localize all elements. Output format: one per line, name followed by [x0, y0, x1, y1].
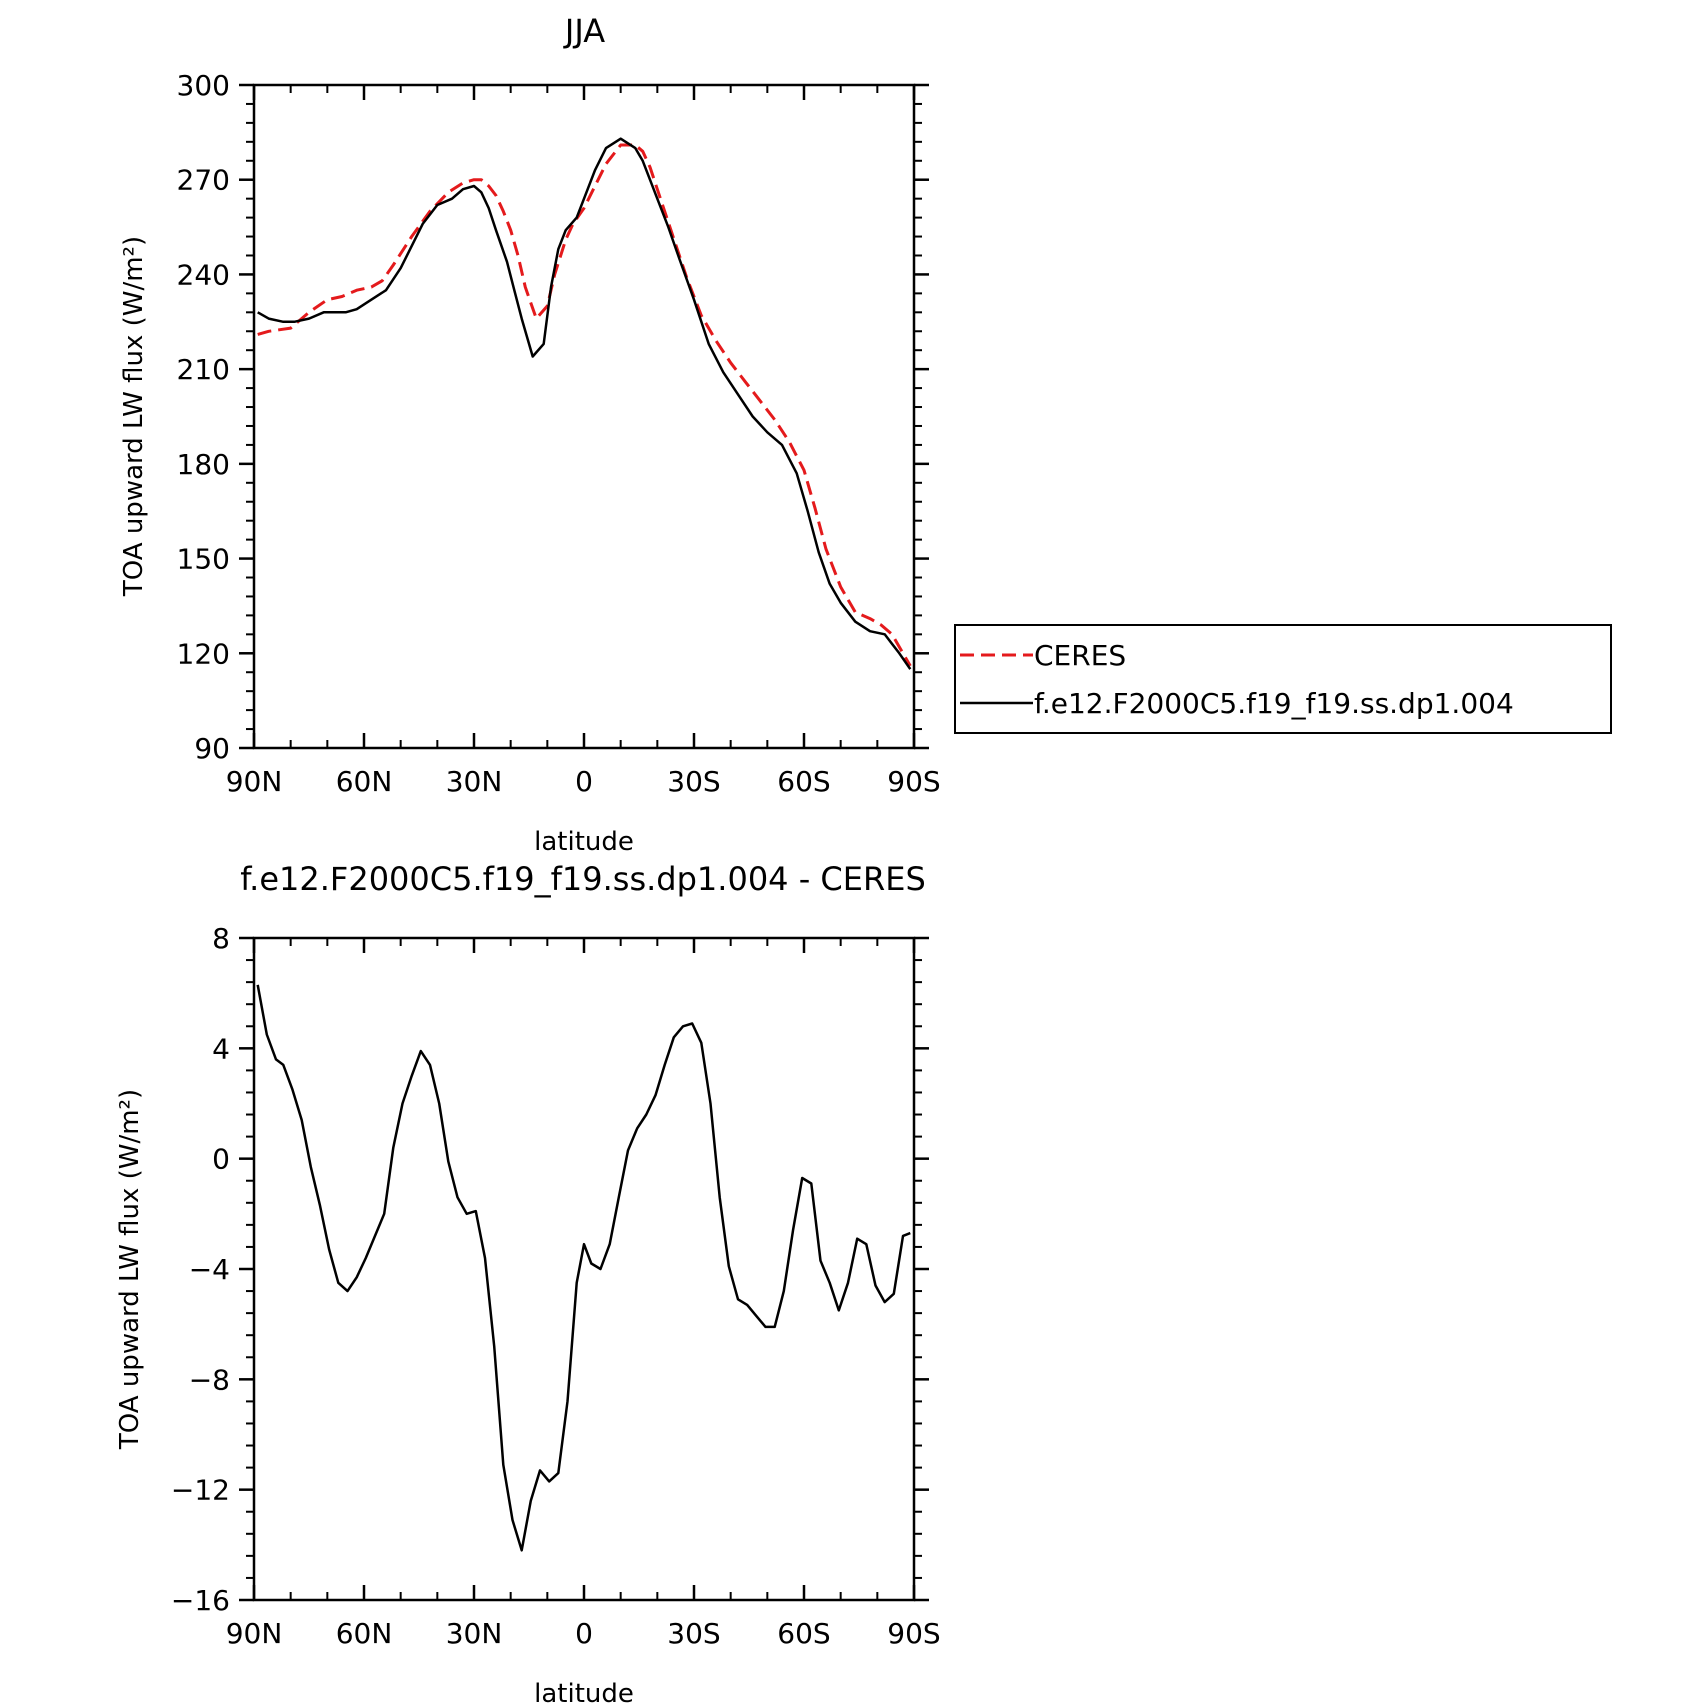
legend-label-model: f.e12.F2000C5.f19_f19.ss.dp1.004: [1034, 687, 1514, 720]
bottom-x-tick-label: 60S: [777, 1617, 830, 1650]
top-x-axis-label: latitude: [534, 827, 634, 857]
bottom-y-tick-label: −16: [171, 1584, 230, 1617]
bottom-series-line-0: [256, 984, 911, 1552]
bottom-panel: f.e12.F2000C5.f19_f19.ss.dp1.004 - CERES…: [115, 860, 941, 1708]
legend-label-ceres: CERES: [1034, 639, 1126, 672]
top-x-tick-label: 0: [575, 765, 593, 798]
top-panel: JJA 90N 60N 30N 0 30S 60S 90S 90 120 150 180 210 240…: [119, 12, 1612, 857]
top-series: [257, 137, 912, 670]
top-x-tick-label: 90N: [226, 765, 283, 798]
bottom-plot-frame: [252, 936, 916, 1602]
top-y-tick-label: 210: [177, 353, 230, 386]
top-chart-title: JJA: [563, 12, 605, 50]
bottom-x-tick-label: 0: [575, 1617, 593, 1650]
bottom-y-tick-label: −8: [189, 1363, 230, 1396]
top-y-tick-label: 180: [177, 448, 230, 481]
top-ticks: 90N 60N 30N 0 30S 60S 90S 90 120 150 180 210 240 270 3…: [177, 69, 941, 798]
bottom-x-tick-label: 90N: [226, 1617, 283, 1650]
top-plot-frame: [252, 83, 916, 750]
top-x-tick-label: 30N: [446, 765, 503, 798]
top-y-tick-label: 150: [177, 543, 230, 576]
top-series-line-0: [257, 143, 912, 667]
bottom-x-axis-label: latitude: [534, 1679, 634, 1708]
top-y-axis-label: TOA upward LW flux (W/m²): [119, 236, 149, 597]
bottom-y-tick-label: 8: [212, 922, 230, 955]
bottom-chart-title: f.e12.F2000C5.f19_f19.ss.dp1.004 - CERES: [240, 860, 926, 898]
legend: CERES f.e12.F2000C5.f19_f19.ss.dp1.004: [954, 624, 1612, 734]
bottom-y-tick-label: 4: [212, 1032, 230, 1065]
bottom-x-tick-label: 90S: [887, 1617, 940, 1650]
top-y-tick-label: 240: [177, 258, 230, 291]
bottom-y-tick-label: −12: [171, 1474, 230, 1507]
top-x-tick-label: 60S: [777, 765, 830, 798]
bottom-y-tick-label: −4: [189, 1253, 230, 1286]
top-y-tick-label: 90: [194, 732, 230, 765]
top-y-tick-label: 300: [177, 69, 230, 102]
bottom-x-tick-label: 30S: [667, 1617, 720, 1650]
top-y-tick-label: 270: [177, 164, 230, 197]
bottom-x-tick-label: 30N: [446, 1617, 503, 1650]
top-series-line-1: [257, 137, 912, 670]
top-x-tick-label: 90S: [887, 765, 940, 798]
top-x-tick-label: 30S: [667, 765, 720, 798]
bottom-series: [256, 984, 911, 1552]
bottom-x-tick-label: 60N: [336, 1617, 393, 1650]
bottom-ticks: 90N 60N 30N 0 30S 60S 90S −16 −12 −8 −4 0 4 8: [171, 922, 941, 1650]
bottom-y-axis-label: TOA upward LW flux (W/m²): [115, 1089, 145, 1450]
legend-box: [954, 624, 1612, 734]
top-x-tick-label: 60N: [336, 765, 393, 798]
top-y-tick-label: 120: [177, 637, 230, 670]
bottom-y-tick-label: 0: [212, 1143, 230, 1176]
